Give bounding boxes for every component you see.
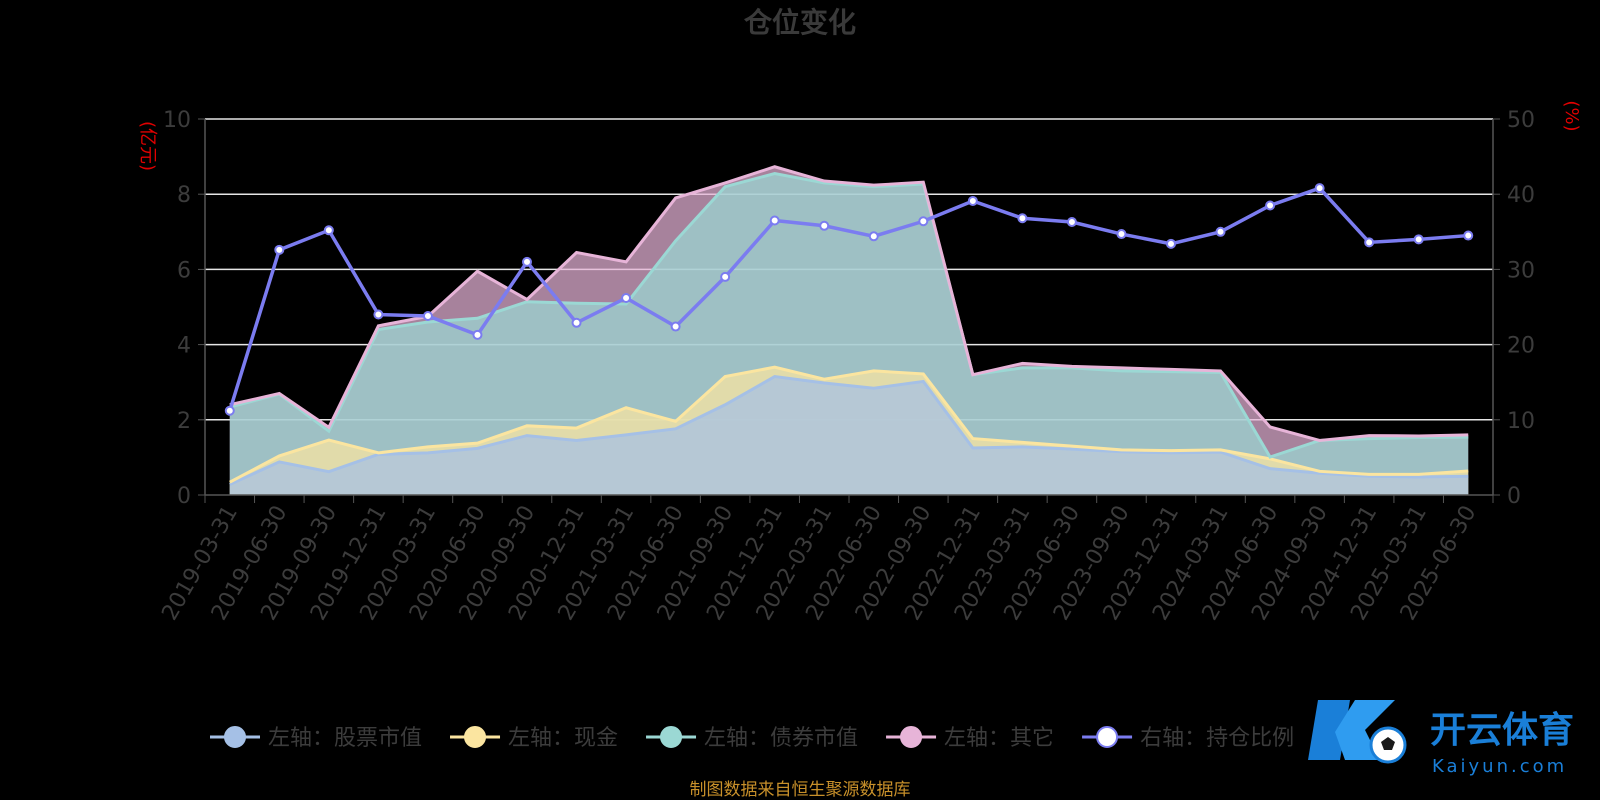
line-右轴：持仓比例 [228,186,1469,412]
data-source-note: 制图数据来自恒生聚源数据库 [690,780,911,800]
legend-label: 右轴：持仓比例 [1140,726,1294,751]
area-fill-左轴：债券市值 [229,173,1469,495]
right-tick-label: 50 [1507,108,1535,133]
left-tick-label: 2 [177,409,191,434]
right-tick-label: 30 [1507,258,1535,283]
left-tick-label: 6 [177,258,191,283]
line-point [373,309,384,320]
line-point [868,231,879,242]
line-point [819,220,830,231]
line-point [1215,226,1226,237]
right-tick-label: 10 [1507,409,1535,434]
legend-item[interactable]: 右轴：持仓比例 [1082,726,1294,751]
line-point [621,292,632,303]
line-point [1265,200,1276,211]
right-tick-label: 40 [1507,183,1535,208]
line-point [422,311,433,322]
line-series [224,165,1474,486]
line-point [1463,230,1474,241]
left-tick-label: 4 [177,334,191,359]
left-axis-unit: (亿元) [137,121,158,171]
line-point [1364,237,1375,248]
legend-item[interactable]: 左轴：债券市值 [646,726,858,751]
line-point [918,216,929,227]
line-point [323,225,334,236]
legend-item[interactable]: 左轴：现金 [450,726,618,751]
line-point [274,244,285,255]
line-point [670,321,681,332]
left-tick-label: 10 [163,108,191,133]
line-point [224,405,235,416]
legend-label: 左轴：债券市值 [704,726,858,751]
line-point [1066,217,1077,228]
legend-label: 左轴：其它 [944,726,1054,751]
area-series [229,166,1469,495]
area-fill-左轴：股票市值 [229,376,1469,495]
line-point [720,271,731,282]
line-point [522,256,532,267]
left-tick-label: 0 [177,484,191,509]
line-point [1413,234,1424,245]
line-point [769,215,780,226]
watermark-text-en: Kaiyun.com [1432,756,1567,777]
watermark-text-cn: 开云体育 [1430,710,1574,751]
line-point [472,329,483,340]
line-point [1166,238,1176,249]
legend: 左轴：股票市值 左轴：现金 左轴：债券市值 左轴：其它 右轴：持仓比例 [210,726,1294,751]
right-axis-unit: (%) [1561,100,1582,131]
area-line-左轴：现金 [229,365,1469,484]
legend-item[interactable]: 左轴：其它 [886,726,1054,751]
right-tick-label: 20 [1507,334,1535,359]
area-line-左轴：其它 [229,165,1469,442]
legend-label: 左轴：股票市值 [268,726,422,751]
watermark: 开云体育 Kaiyun.com [1308,700,1574,777]
line-point [967,195,978,206]
area-line-左轴：股票市值 [229,375,1469,486]
chart-title: 仓位变化 [744,6,856,39]
area-line-左轴：债券市值 [229,171,1469,459]
line-point [1314,183,1325,194]
line-point [1017,213,1028,224]
left-tick-label: 8 [177,183,191,208]
watermark-logo-icon [1308,700,1407,764]
line-point [1116,229,1127,240]
line-point [571,317,582,328]
legend-item[interactable]: 左轴：股票市值 [210,726,422,751]
right-tick-label: 0 [1507,484,1521,509]
legend-label: 左轴：现金 [508,726,618,751]
